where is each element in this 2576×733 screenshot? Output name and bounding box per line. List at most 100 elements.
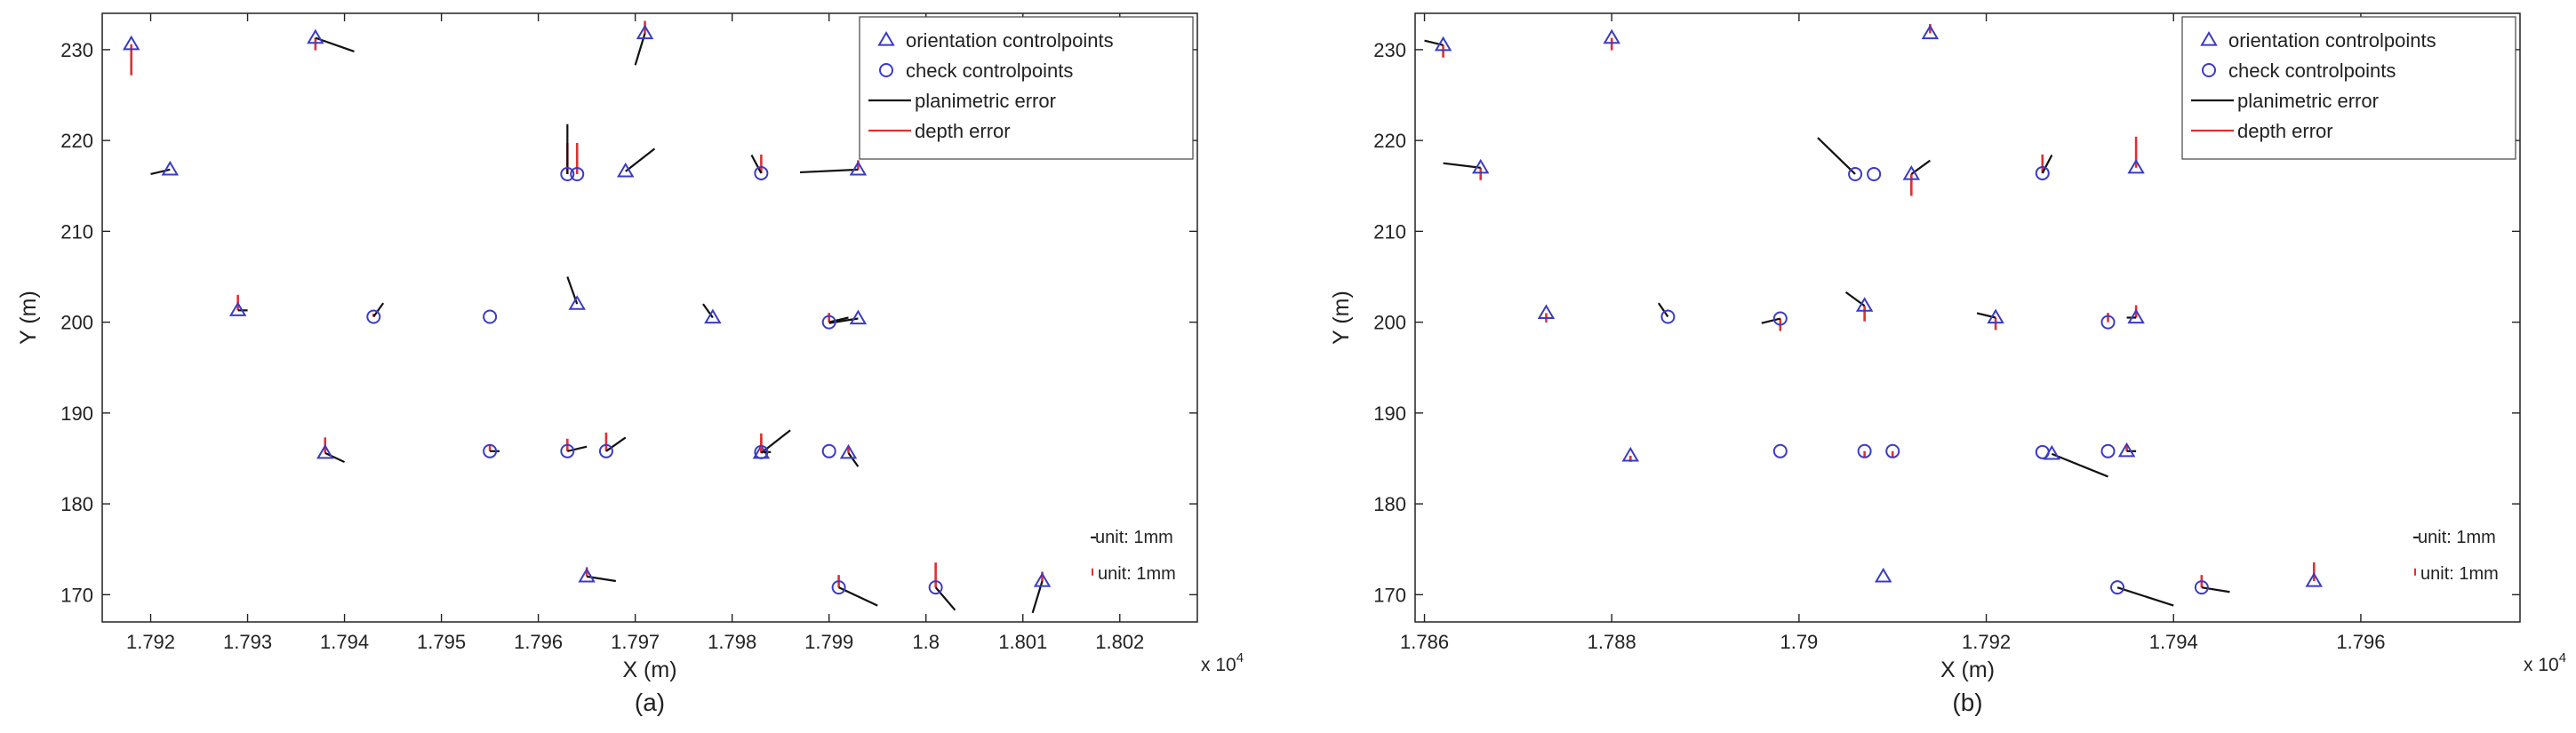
legend-box [859,16,1194,160]
legend-box [2181,16,2516,160]
planimetric-error-line [702,303,714,319]
y-axis-title: Y (m) [16,291,41,345]
orientation-controlpoint-marker [1621,446,1640,462]
x-exponent-label: x 104 [1201,650,1244,675]
x-exponent-base: x 10 [1201,655,1236,675]
orientation-controlpoint-marker [1902,164,1921,180]
x-tick-label: 1.796 [514,631,563,653]
check-controlpoint-marker [570,166,585,181]
orientation-controlpoint-marker [316,443,334,459]
check-controlpoint-marker [598,443,613,458]
orientation-controlpoint-marker [2305,572,2324,587]
panel-label: (a) [635,689,665,716]
check-controlpoint-marker [1857,443,1872,458]
check-controlpoint-marker [754,444,769,459]
planimetric-error-line [847,452,860,467]
orientation-controlpoint-marker [1471,158,1490,174]
y-tick-label: 170 [60,584,93,606]
x-tick-label: 1.786 [1400,631,1449,653]
orientation-controlpoint-marker [1603,28,1620,44]
x-exponent-power: 4 [1236,650,1244,665]
plot-area-frame [1414,12,2521,623]
check-controlpoint-marker [366,309,381,324]
legend-circle-marker [2202,63,2216,77]
orientation-controlpoint-marker [122,35,140,51]
check-controlpoint-marker [483,443,498,458]
check-controlpoint-marker [1660,309,1676,324]
x-tick-label: 1.796 [2336,631,2385,653]
orientation-controlpoint-marker [2117,442,2136,458]
orientation-controlpoint-marker [1033,572,1052,587]
unit-label: unit: 1mm [2420,564,2499,584]
x-tick-label: 1.793 [223,631,272,653]
check-controlpoint-marker [1848,166,1863,181]
orientation-controlpoint-marker [568,295,586,310]
x-tick-label: 1.8 [912,631,940,653]
y-tick-label: 210 [1373,220,1406,243]
planimetric-error-line [2201,586,2230,594]
planimetric-error-line [625,147,656,172]
check-controlpoint-marker [1867,166,1882,181]
check-controlpoint-marker [2194,580,2209,595]
check-controlpoint-marker [2035,165,2050,180]
check-controlpoint-marker [560,166,575,181]
check-controlpoint-marker [831,580,846,595]
legend-label: planimetric error [915,90,1056,112]
planimetric-error-line [760,429,791,454]
planimetric-error-line [1817,137,1856,175]
orientation-controlpoint-marker [228,301,247,316]
check-controlpoint-marker [1772,443,1788,458]
orientation-controlpoint-marker [2127,158,2145,174]
y-tick-label: 200 [1373,312,1406,334]
legend-label: check controlpoints [906,60,1073,82]
planimetric-error-line [324,451,346,464]
x-tick-label: 1.79 [1780,631,1818,653]
plot-area-frame [101,12,1198,623]
check-controlpoint-marker [821,443,836,458]
planimetric-error-line [2041,154,2053,174]
planimetric-error-line [2051,452,2108,478]
legend-circle-marker [879,63,893,77]
y-axis-title: Y (m) [1329,291,1354,345]
x-tick-label: 1.801 [998,631,1047,653]
orientation-controlpoint-marker [839,443,858,459]
x-tick-label: 1.792 [126,631,175,653]
y-tick-label: 220 [1373,130,1406,152]
check-controlpoint-marker [754,165,769,180]
x-axis-title: X (m) [1940,657,1995,682]
orientation-controlpoint-marker [704,308,722,324]
y-tick-label: 230 [60,39,93,61]
check-controlpoint-marker [2110,580,2125,595]
x-exponent-label: x 104 [2524,650,2566,675]
y-tick-label: 190 [1373,402,1406,425]
legend-label: orientation controlpoints [906,29,1114,52]
legend-triangle-marker [2200,31,2218,46]
planimetric-error-line [2116,586,2174,607]
y-tick-label: 200 [60,312,93,334]
legend-label: orientation controlpoints [2228,29,2436,52]
check-controlpoint-marker [483,309,498,324]
x-axis-title: X (m) [622,657,676,682]
planimetric-error-line [1657,302,1669,318]
x-tick-label: 1.799 [804,631,853,653]
planimetric-error-line [1761,317,1781,324]
orientation-controlpoint-marker [161,160,180,176]
orientation-controlpoint-marker [849,309,868,325]
y-tick-label: 230 [1373,39,1406,61]
orientation-controlpoint-marker [636,24,654,40]
panel-a: 1.792 1.793 1.794 1.795 1.796 1.797 1.798 1.799… [16,12,1244,716]
unit-label: unit: 1mm [2418,528,2496,547]
orientation-controlpoint-marker [1987,308,2004,324]
x-tick-label: 1.788 [1588,631,1636,653]
orientation-controlpoint-marker [2127,308,2145,324]
planimetric-error-line [838,586,878,607]
x-tick-label: 1.794 [2149,631,2198,653]
check-controlpoint-marker [1772,311,1788,326]
planimetric-error-line [605,436,627,452]
planimetric-error-line [567,445,588,452]
planimetric-error-line [750,154,763,174]
y-tick-label: 210 [60,220,93,243]
y-tick-label: 180 [60,493,93,515]
orientation-controlpoint-marker [307,28,324,44]
check-controlpoint-marker [2100,443,2116,458]
